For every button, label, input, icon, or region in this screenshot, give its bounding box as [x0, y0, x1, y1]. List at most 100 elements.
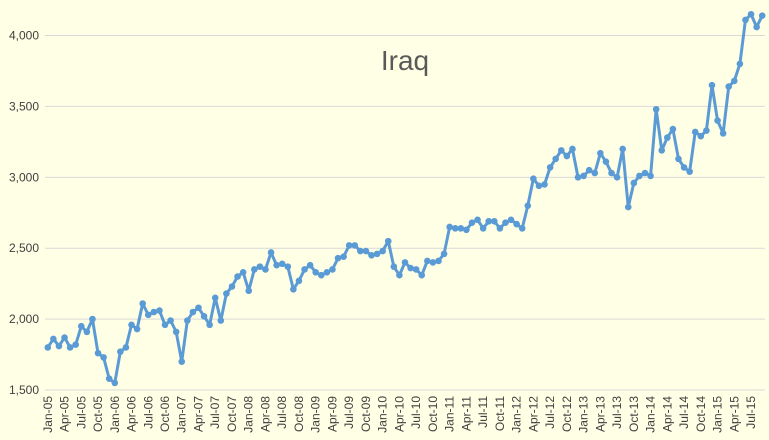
- marker: [468, 219, 476, 226]
- x-tick-label: Jan-06: [108, 396, 122, 433]
- marker: [731, 77, 738, 85]
- x-tick-label: Oct-13: [627, 396, 641, 432]
- marker: [424, 257, 431, 265]
- x-tick-label: Apr-14: [660, 396, 674, 432]
- x-tick-label: Jul-09: [342, 396, 356, 429]
- marker: [502, 219, 509, 226]
- marker: [574, 174, 582, 181]
- marker: [312, 269, 319, 276]
- x-tick-label: Oct-09: [359, 396, 373, 432]
- x-tick-label: Jul-05: [74, 396, 88, 429]
- marker: [306, 261, 314, 269]
- marker: [144, 311, 152, 319]
- marker: [463, 226, 470, 234]
- marker: [234, 273, 241, 280]
- marker: [390, 263, 398, 270]
- marker: [189, 308, 197, 316]
- marker: [273, 261, 280, 269]
- marker: [357, 247, 364, 255]
- marker: [100, 354, 107, 361]
- x-tick-label: Apr-11: [459, 396, 473, 431]
- marker: [708, 81, 716, 89]
- marker: [262, 266, 269, 273]
- marker: [630, 179, 638, 187]
- marker: [301, 266, 308, 273]
- x-tick-label: Apr-13: [593, 396, 607, 432]
- marker: [613, 174, 621, 181]
- x-tick-label: Jan-15: [711, 396, 725, 433]
- marker: [211, 294, 219, 302]
- x-tick-label: Jan-08: [242, 396, 256, 433]
- marker: [580, 172, 587, 180]
- marker: [167, 317, 174, 324]
- marker: [546, 164, 554, 171]
- marker: [569, 145, 576, 153]
- x-tick-label: Jan-07: [175, 396, 189, 433]
- marker: [117, 348, 124, 356]
- marker: [412, 266, 420, 273]
- marker: [479, 225, 487, 232]
- marker: [223, 290, 230, 297]
- marker: [485, 217, 493, 225]
- x-tick-label: Jul-10: [409, 396, 423, 429]
- x-tick-label: Apr-10: [392, 396, 406, 432]
- marker: [563, 152, 571, 160]
- x-tick-label: Jan-14: [644, 396, 658, 433]
- marker: [156, 307, 163, 314]
- marker: [111, 379, 119, 387]
- y-tick-label: 3,000: [9, 170, 39, 184]
- marker: [139, 300, 146, 307]
- marker: [334, 254, 342, 262]
- x-tick-label: Apr-15: [727, 396, 741, 432]
- marker: [513, 220, 520, 228]
- marker: [150, 308, 158, 316]
- marker: [491, 217, 498, 225]
- x-tick-label: Jul-14: [677, 396, 691, 429]
- chart-title: Iraq: [381, 45, 429, 76]
- marker: [652, 105, 660, 113]
- marker: [753, 23, 760, 31]
- marker: [105, 375, 113, 382]
- marker: [72, 341, 79, 348]
- marker: [401, 259, 409, 266]
- marker: [44, 344, 52, 351]
- marker: [206, 321, 213, 329]
- marker: [128, 321, 135, 329]
- x-tick-label: Oct-07: [225, 396, 239, 432]
- x-tick-label: Jul-13: [610, 396, 624, 429]
- marker: [686, 168, 693, 175]
- marker: [552, 155, 559, 163]
- x-tick-label: Oct-11: [493, 396, 507, 431]
- marker: [675, 155, 682, 163]
- x-tick-label: Oct-05: [91, 396, 105, 432]
- marker: [340, 253, 347, 261]
- x-tick-label: Apr-09: [325, 396, 339, 432]
- marker: [474, 216, 481, 224]
- marker: [602, 158, 610, 166]
- marker: [530, 175, 537, 183]
- x-tick-label: Jul-11: [476, 396, 490, 428]
- x-tick-label: Jul-15: [744, 396, 758, 429]
- marker: [122, 344, 130, 351]
- marker: [597, 149, 604, 157]
- x-tick-label: Jul-12: [543, 396, 557, 429]
- marker: [55, 342, 63, 350]
- marker: [278, 260, 286, 268]
- marker: [290, 286, 297, 293]
- x-tick-label: Jan-10: [376, 396, 390, 433]
- x-tick-label: Apr-08: [258, 396, 272, 432]
- marker: [703, 127, 710, 134]
- marker: [323, 269, 331, 276]
- marker: [368, 251, 375, 259]
- y-tick-label: 1,500: [9, 383, 39, 397]
- y-tick-label: 3,500: [9, 99, 39, 113]
- marker: [758, 12, 766, 19]
- marker: [608, 169, 615, 177]
- marker: [284, 263, 292, 270]
- marker: [362, 247, 370, 255]
- marker: [345, 242, 353, 249]
- marker: [457, 225, 465, 232]
- x-tick-label: Jan-13: [577, 396, 591, 433]
- marker: [496, 225, 504, 232]
